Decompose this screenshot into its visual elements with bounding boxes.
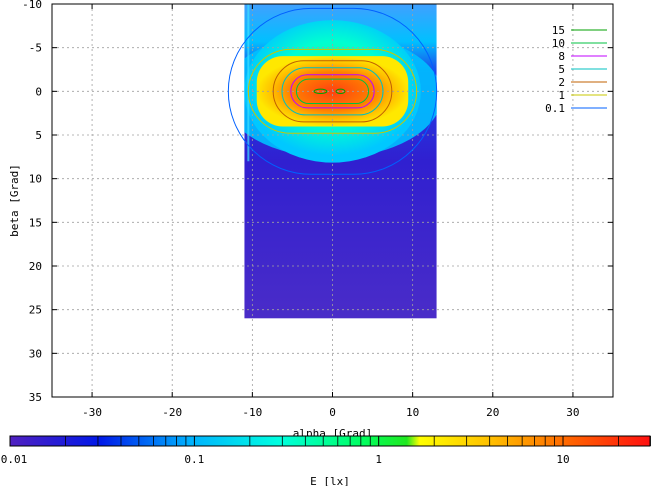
- colorbar-tick-label-0: 0.01: [1, 453, 28, 466]
- plot-border: [51, 3, 614, 398]
- legend-label-10: 10: [552, 37, 565, 50]
- contour-2: [272, 60, 393, 123]
- x-tick-label-2: -10: [242, 406, 262, 419]
- y-tick-label-1: -5: [29, 42, 42, 55]
- legend-label-15: 15: [552, 24, 565, 37]
- x-tick-label-6: 30: [566, 406, 579, 419]
- colorbar-tick-label-3: 10: [556, 453, 569, 466]
- contour-15-b: [335, 88, 346, 95]
- contour-8: [290, 74, 375, 109]
- contour-5: [281, 67, 384, 116]
- colorbar-tick-label-2: 1: [375, 453, 382, 466]
- x-tick-label-4: 10: [406, 406, 419, 419]
- y-tick-label-3: 5: [35, 129, 42, 142]
- x-tick-label-5: 20: [486, 406, 499, 419]
- y-tick-label-7: 25: [29, 304, 42, 317]
- y-tick-label-9: 35: [29, 391, 42, 404]
- x-tick-label-1: -20: [162, 406, 182, 419]
- contour-15: [313, 88, 328, 95]
- colorbar-ticks: 0.01 0.1 1 10: [1, 436, 651, 466]
- contour-lines: [227, 7, 438, 175]
- x-tick-label-3: 0: [329, 406, 336, 419]
- colorbar-tick-label-1: 0.1: [184, 453, 204, 466]
- colorbar: [9, 435, 651, 447]
- y-tick-label-2: 0: [35, 85, 42, 98]
- x-tick-label-0: -30: [82, 406, 102, 419]
- contour-1: [247, 48, 418, 134]
- legend-label-8: 8: [558, 50, 565, 63]
- y-tick-label-0: -10: [22, 0, 42, 11]
- y-tick-label-8: 30: [29, 347, 42, 360]
- y-tick-label-5: 15: [29, 216, 42, 229]
- y-tick-label-6: 20: [29, 260, 42, 273]
- y-axis-label: beta [Grad]: [8, 164, 21, 237]
- legend-label-0.1: 0.1: [545, 102, 565, 115]
- legend-label-2: 2: [558, 76, 565, 89]
- legend-label-5: 5: [558, 63, 565, 76]
- legend-label-1: 1: [558, 89, 565, 102]
- contour-10: [295, 78, 370, 105]
- colorbar-label: E [lx]: [310, 475, 350, 486]
- heatmap-field: [244, 4, 437, 319]
- y-tick-label-4: 10: [29, 173, 42, 186]
